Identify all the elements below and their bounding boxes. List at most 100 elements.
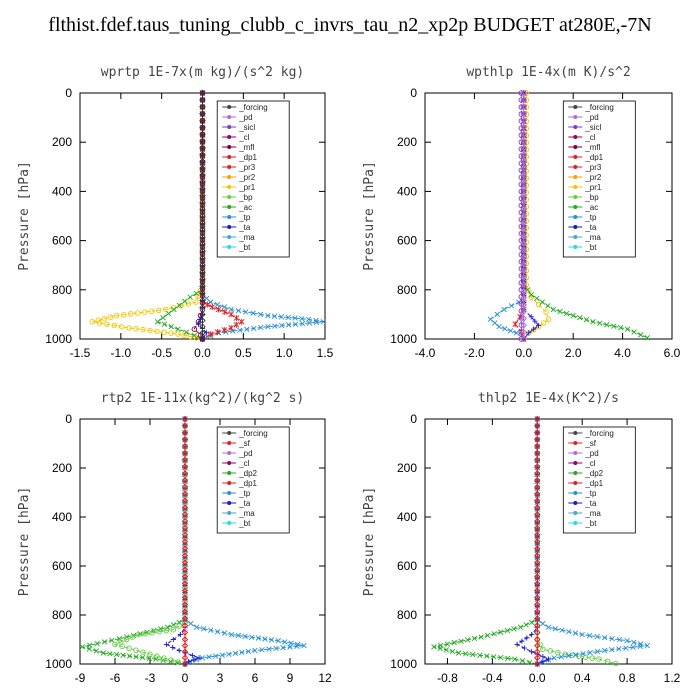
data-point — [193, 299, 199, 305]
data-point — [520, 328, 528, 336]
data-point — [520, 287, 528, 295]
x-tick-label: 9 — [287, 671, 294, 685]
data-point — [496, 323, 502, 330]
data-point — [199, 317, 206, 324]
data-point — [127, 311, 134, 317]
data-point — [520, 308, 528, 315]
legend-label: _pr3 — [584, 163, 602, 172]
legend-marker — [227, 145, 232, 149]
data-point — [226, 651, 232, 657]
data-point — [113, 312, 120, 319]
series-forcing — [199, 89, 206, 343]
data-point — [583, 317, 590, 323]
data-point — [570, 312, 576, 319]
legend-marker — [573, 521, 578, 525]
data-point — [113, 651, 120, 658]
data-point — [589, 655, 596, 661]
data-point — [199, 240, 206, 248]
data-point — [449, 648, 456, 655]
data-point — [631, 329, 637, 335]
data-point — [161, 655, 167, 661]
data-point — [520, 178, 528, 186]
data-point — [170, 636, 176, 643]
legend-marker — [573, 165, 578, 169]
data-point — [101, 315, 108, 322]
legend-marker — [573, 125, 578, 129]
data-point — [228, 311, 234, 318]
x-tick-label: 0.0 — [194, 346, 211, 360]
x-tick-label: 0 — [182, 671, 189, 685]
data-point — [176, 623, 182, 629]
y-tick-label: 1000 — [390, 332, 417, 346]
data-point — [181, 642, 189, 649]
data-point — [251, 325, 257, 332]
data-point — [278, 314, 285, 320]
legend-label: _forcing — [584, 429, 613, 438]
legend-label: _pr1 — [584, 183, 602, 192]
data-point — [582, 654, 589, 660]
data-point — [141, 309, 148, 315]
data-point — [278, 322, 285, 329]
legend-label: _bt — [584, 243, 597, 252]
legend-label: _dp1 — [238, 153, 257, 162]
data-point — [590, 319, 596, 325]
y-axis-label: Pressure [hPa] — [362, 161, 377, 271]
data-point — [168, 330, 174, 336]
data-point — [187, 294, 193, 300]
data-point — [624, 638, 630, 644]
data-point — [170, 622, 177, 628]
data-point — [534, 490, 541, 498]
data-point — [170, 644, 176, 651]
data-point — [215, 306, 222, 313]
data-point — [471, 635, 478, 642]
data-point — [185, 658, 192, 665]
series-line — [113, 419, 186, 665]
y-tick-label: 0 — [410, 412, 417, 426]
legend-marker — [573, 511, 578, 515]
data-point — [563, 310, 570, 317]
data-point — [272, 323, 278, 329]
data-point — [199, 283, 206, 290]
plot-frame — [424, 418, 673, 665]
data-point — [181, 429, 189, 436]
data-point — [520, 117, 528, 124]
y-tick-label: 400 — [397, 184, 417, 198]
legend-marker — [573, 205, 578, 209]
series-ta — [514, 416, 552, 667]
data-point — [181, 524, 189, 532]
data-point — [154, 319, 161, 325]
data-point — [492, 320, 498, 326]
data-point — [528, 292, 534, 298]
data-point — [182, 298, 188, 304]
data-point — [209, 304, 216, 311]
legend-marker — [227, 185, 232, 189]
data-point — [181, 580, 189, 587]
data-point — [534, 504, 541, 511]
x-tick-label: 6 — [252, 671, 259, 685]
data-point — [545, 303, 551, 309]
data-point — [104, 321, 110, 327]
data-point — [199, 335, 206, 343]
data-point — [609, 635, 615, 642]
data-point — [266, 646, 272, 652]
legend-label: _bt — [238, 243, 251, 252]
data-point — [519, 658, 526, 664]
plot-frame — [424, 92, 673, 340]
data-point — [285, 322, 292, 328]
data-point — [199, 655, 206, 661]
data-point — [199, 329, 206, 337]
data-point — [181, 456, 189, 464]
legend-label: _dp2 — [238, 469, 257, 478]
data-point — [199, 323, 206, 330]
data-point — [505, 655, 511, 662]
data-point — [540, 620, 546, 627]
legend-label: _cl — [238, 133, 249, 142]
y-tick-label: 1000 — [45, 332, 72, 346]
legend-marker — [573, 145, 578, 149]
y-tick-label: 800 — [397, 608, 417, 622]
data-point — [232, 650, 239, 656]
data-point — [520, 260, 528, 268]
data-point — [534, 415, 541, 423]
y-tick-label: 0 — [65, 86, 72, 100]
